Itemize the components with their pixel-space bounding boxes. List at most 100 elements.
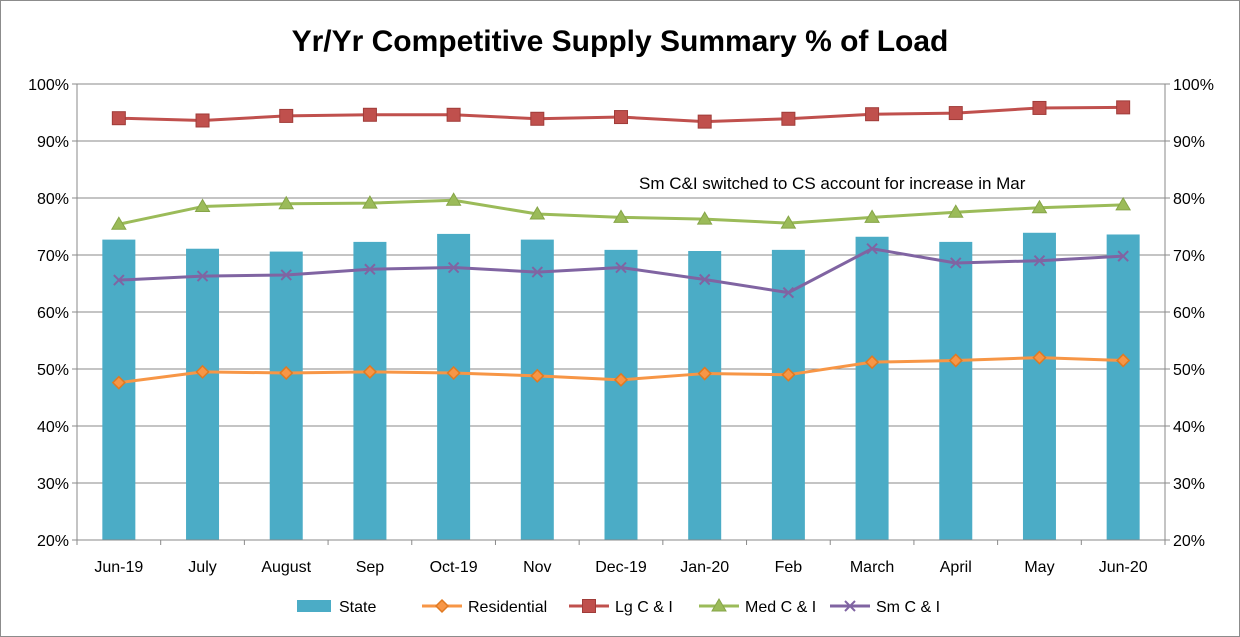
legend-item-residential: Residential	[422, 598, 547, 616]
y-tick-label: 30%	[37, 476, 69, 493]
point-med-c-i	[110, 216, 127, 230]
y2-tick-label: 50%	[1173, 362, 1205, 379]
point-sm-c-i	[866, 243, 878, 255]
legend-label: Sm C & I	[876, 599, 940, 616]
y2-tick-label: 30%	[1173, 476, 1205, 493]
point-lg-c-i	[279, 108, 294, 123]
point-sm-c-i	[1033, 254, 1046, 267]
chart-annotation: Sm C&I switched to CS account for increa…	[639, 174, 1026, 193]
point-lg-c-i	[1116, 100, 1131, 115]
point-lg-c-i	[865, 107, 880, 122]
point-sm-c-i	[364, 263, 376, 275]
x-tick-label: August	[261, 559, 311, 576]
x-tick-label: Dec-19	[595, 559, 647, 576]
point-residential	[195, 364, 210, 379]
legend-swatch	[297, 600, 331, 612]
legend-item-sm-c-i: Sm C & I	[830, 599, 940, 616]
point-residential	[1116, 353, 1131, 368]
x-tick-label: Nov	[523, 559, 551, 576]
point-lg-c-i	[948, 106, 963, 121]
y2-tick-label: 90%	[1173, 134, 1205, 151]
bar-state	[437, 233, 471, 540]
y-tick-label: 80%	[37, 191, 69, 208]
y-tick-label: 90%	[37, 134, 69, 151]
bar-state	[1106, 234, 1140, 541]
y-tick-label: 40%	[37, 419, 69, 436]
bar-state	[520, 239, 554, 541]
point-residential	[362, 364, 377, 379]
axes: 20% 20% 30% 30% 40% 40% 50% 50% 60% 60% 70% 70% 80% 8…	[28, 77, 1214, 576]
point-sm-c-i	[615, 261, 627, 274]
y-tick-label: 20%	[37, 533, 69, 550]
y-tick-label: 70%	[37, 248, 69, 265]
point-lg-c-i	[362, 107, 377, 122]
point-residential	[279, 365, 294, 381]
bar-state	[1022, 232, 1056, 540]
point-med-c-i	[278, 195, 295, 210]
bar-state	[688, 251, 722, 540]
bar-state	[939, 241, 973, 540]
point-lg-c-i	[614, 110, 628, 125]
bar-state	[102, 239, 136, 541]
x-tick-label: Jun-20	[1099, 559, 1148, 576]
point-residential	[1032, 350, 1047, 365]
legend-marker	[844, 600, 856, 612]
point-sm-c-i	[280, 269, 292, 281]
x-tick-label: Jan-20	[680, 559, 729, 576]
point-residential	[111, 375, 126, 390]
point-lg-c-i	[530, 111, 545, 126]
legend-marker	[434, 598, 450, 614]
y2-tick-label: 100%	[1173, 77, 1214, 94]
x-tick-label: March	[850, 559, 894, 576]
y2-tick-label: 20%	[1173, 533, 1205, 550]
point-med-c-i	[1115, 196, 1132, 211]
y2-tick-label: 40%	[1173, 419, 1205, 436]
bar-state	[771, 249, 805, 540]
bar-state	[855, 236, 889, 540]
y2-tick-label: 80%	[1173, 191, 1205, 208]
x-tick-label: Sep	[356, 559, 385, 576]
point-residential	[697, 366, 712, 381]
point-residential	[781, 367, 796, 382]
point-med-c-i	[864, 209, 880, 223]
point-residential	[948, 353, 963, 368]
point-lg-c-i	[111, 111, 126, 126]
legend-marker	[582, 599, 596, 613]
legend: State Residential Lg C & I Med C & I Sm C & …	[297, 598, 940, 616]
x-tick-label: Jun-19	[94, 559, 143, 576]
point-sm-c-i	[1117, 250, 1129, 262]
point-sm-c-i	[531, 266, 544, 278]
point-sm-c-i	[196, 270, 209, 282]
legend-item-lg-c-i: Lg C & I	[569, 599, 673, 616]
x-tick-label: July	[188, 559, 216, 576]
legend-label: State	[339, 599, 376, 616]
y-tick-label: 50%	[37, 362, 69, 379]
bar-state	[604, 249, 638, 540]
legend-label: Residential	[468, 599, 547, 616]
bar-state	[353, 241, 387, 540]
legend-label: Lg C & I	[615, 599, 673, 616]
chart-title: Yr/Yr Competitive Supply Summary % of Lo…	[292, 25, 949, 58]
legend-label: Med C & I	[745, 599, 816, 616]
point-residential	[613, 372, 629, 387]
point-med-c-i	[445, 192, 462, 206]
bar-state	[186, 248, 220, 541]
point-med-c-i	[780, 215, 797, 229]
bar-state	[269, 251, 303, 540]
x-tick-label: Oct-19	[430, 559, 478, 576]
x-tick-label: May	[1024, 559, 1054, 576]
y2-tick-label: 70%	[1173, 248, 1205, 265]
x-tick-label: April	[940, 559, 972, 576]
point-residential	[446, 365, 461, 381]
line-series	[110, 100, 1132, 390]
y2-tick-label: 60%	[1173, 305, 1205, 322]
point-med-c-i	[696, 211, 713, 225]
legend-item-med-c-i: Med C & I	[699, 598, 816, 616]
point-sm-c-i	[698, 273, 711, 286]
point-sm-c-i	[950, 257, 962, 269]
point-sm-c-i	[782, 286, 795, 299]
point-med-c-i	[1031, 199, 1048, 214]
point-residential	[530, 368, 545, 383]
